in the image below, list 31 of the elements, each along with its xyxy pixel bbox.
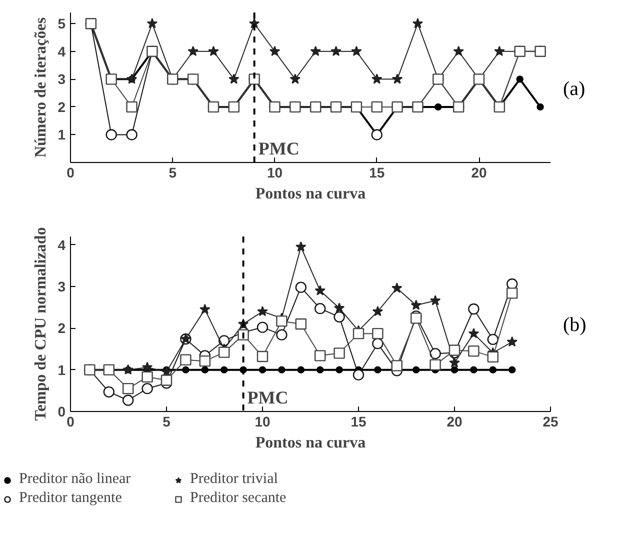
y-tick-label: 4 xyxy=(58,43,66,60)
y-tick-label: 1 xyxy=(58,126,66,143)
text: (b) xyxy=(563,313,586,338)
x-tick-label: 15 xyxy=(350,414,366,430)
x-tick-label: 25 xyxy=(542,414,558,430)
ref-line-label: PMC xyxy=(258,138,300,158)
y-tick-label: 2 xyxy=(58,320,66,336)
y-tick-label: 3 xyxy=(58,71,66,88)
x-tick-label: 10 xyxy=(254,414,270,430)
y-tick-label: 2 xyxy=(58,98,66,115)
legend-label: Preditor secante xyxy=(190,490,288,507)
x-tick-label: 20 xyxy=(471,164,488,180)
legend-label: Preditor tangente xyxy=(19,490,123,507)
x-tick-label: 5 xyxy=(162,414,171,430)
ref-line-label: PMC xyxy=(247,388,288,408)
x-tick-label: 5 xyxy=(168,164,177,180)
x-tick-label: 15 xyxy=(369,164,385,180)
legend-label: Preditor não linear xyxy=(19,471,132,488)
x-axis-title: Pontos na curva xyxy=(255,434,366,452)
y-tick-label: 5 xyxy=(58,16,66,32)
y-axis-title: Número de iterações xyxy=(32,17,50,158)
legend-label: Preditor trivial xyxy=(190,471,279,488)
text: (a) xyxy=(563,77,586,102)
y-tick-label: 4 xyxy=(58,236,66,253)
x-tick-label: 10 xyxy=(266,164,283,180)
y-tick-label: 3 xyxy=(58,278,66,294)
x-tick-label: 20 xyxy=(446,414,462,430)
y-tick-label: 1 xyxy=(58,362,66,378)
y-tick-label: 0 xyxy=(58,404,66,420)
x-axis-title: Pontos na curva xyxy=(255,186,366,202)
y-axis-title: Tempo de CPU normalizado xyxy=(32,227,50,421)
